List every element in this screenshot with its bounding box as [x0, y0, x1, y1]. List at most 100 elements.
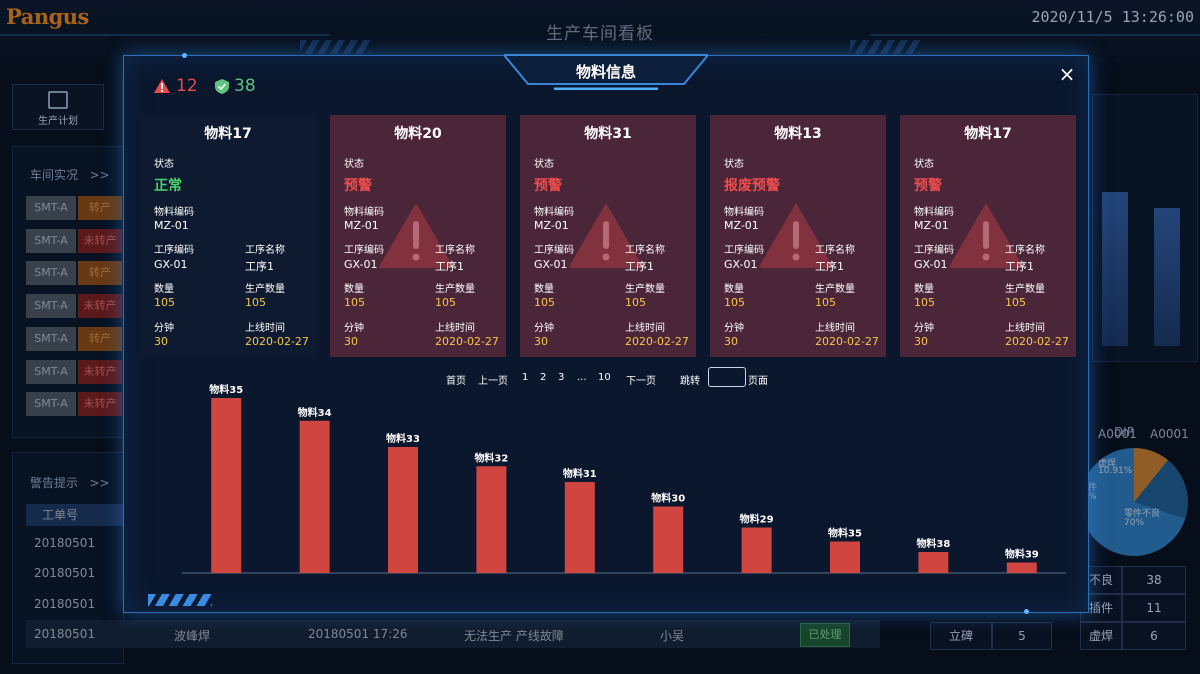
process-name: 工序1 [245, 260, 274, 273]
row-process: 波峰焊 [174, 629, 211, 643]
prev-page-link[interactable]: 上一页 [478, 376, 508, 387]
right-panel: A0001 A0001 [1090, 90, 1200, 670]
alarm-table-row[interactable]: 20180501 波峰焊 20180501 17:26 无法生产 产线故障 小吴… [26, 620, 880, 648]
line-status-row[interactable]: SMT-A 未转产 [26, 294, 122, 319]
process-name-label: 工序名称 [815, 245, 855, 256]
jump-page-input[interactable] [708, 367, 746, 387]
material-card[interactable]: 物料17 状态 预警 物料编码 MZ-01 工序编码 GX-01 工序名称 工序1 数量 105 生产… [900, 115, 1076, 357]
workshop-title[interactable]: 车间实况 >> [30, 168, 110, 182]
page-link[interactable]: 2 [540, 372, 547, 383]
minutes: 30 [534, 335, 548, 348]
chart-bar[interactable] [918, 552, 949, 573]
first-page-link[interactable]: 首页 [446, 376, 466, 387]
alarm-title[interactable]: 警告提示 >> [30, 476, 110, 490]
chart-bar[interactable] [830, 541, 860, 574]
chart-bar[interactable] [653, 506, 684, 574]
material-code: MZ-01 [914, 219, 949, 232]
chart-bar[interactable] [741, 527, 772, 574]
material-card[interactable]: 物料31 状态 预警 物料编码 MZ-01 工序编码 GX-01 工序名称 工序1 数量 105 生产… [520, 115, 696, 357]
material-status: 预警 [914, 178, 942, 194]
chart-bar[interactable] [211, 398, 242, 573]
production-plan-button[interactable]: 生产计划 [12, 84, 104, 130]
chart-bar[interactable] [1006, 562, 1037, 574]
production-qty: 105 [245, 296, 266, 309]
material-name: 物料20 [394, 126, 442, 142]
right-chart-tick: A0001 [1150, 427, 1189, 441]
close-button[interactable]: × [1058, 62, 1076, 86]
next-page-link[interactable]: 下一页 [626, 376, 656, 387]
material-code: MZ-01 [534, 219, 569, 232]
line-status: 未转产 [78, 294, 122, 319]
quantity-label: 数量 [724, 284, 744, 295]
material-bar-chart: 物料35 物料34 物料33 物料32 物料31 物料30 物料29 物料35 物料38 物料39 [182, 383, 1066, 574]
minutes-label: 分钟 [914, 323, 934, 334]
material-card[interactable]: 物料13 状态 报废预警 物料编码 MZ-01 工序编码 GX-01 工序名称 工序1 数量 105… [710, 115, 886, 357]
process-name-label: 工序名称 [435, 245, 475, 256]
warning-icon [949, 203, 1023, 268]
process-code-label: 工序编码 [344, 245, 384, 256]
line-status: 未转产 [78, 392, 122, 417]
dip-pie-chart [1080, 448, 1188, 556]
page-suffix-label: 页面 [748, 376, 768, 387]
online-time: 2020-02-27 [1005, 335, 1069, 348]
warning-count-value: 12 [176, 76, 198, 96]
material-status: 正常 [154, 178, 182, 194]
row-person: 小吴 [660, 629, 685, 643]
line-status-row[interactable]: SMT-A 未转产 [26, 392, 122, 417]
defect-value: 11 [1122, 594, 1186, 622]
material-name: 物料17 [204, 126, 252, 142]
defect-value: 38 [1122, 566, 1186, 594]
status-label: 状态 [534, 159, 554, 170]
pie-label: 10.91% [1098, 466, 1133, 476]
line-status-row[interactable]: SMT-A 转产 [26, 196, 122, 220]
pie-label: 件 [1088, 483, 1098, 493]
chart-bar[interactable] [388, 447, 418, 573]
line-status-row[interactable]: SMT-A 转产 [26, 326, 122, 351]
quantity: 105 [914, 296, 935, 309]
line-status-row[interactable]: SMT-A 未转产 [26, 228, 122, 253]
material-status: 报废预警 [724, 178, 780, 194]
right-chart-tick: A0001 [1098, 427, 1137, 441]
line-status-row[interactable]: SMT-A 未转产 [26, 359, 122, 384]
app-logo: Pangus [6, 4, 89, 29]
pie-label: 70% [1124, 518, 1145, 528]
process-name-label: 工序名称 [245, 245, 285, 256]
process-code-label: 工序编码 [534, 245, 574, 256]
header-divider-right [870, 34, 1200, 36]
line-status-row[interactable]: SMT-A 转产 [26, 261, 122, 286]
process-code-label: 工序编码 [724, 245, 764, 256]
line-name: SMT-A [26, 228, 76, 253]
chart-bar[interactable] [476, 466, 507, 573]
status-label: 状态 [914, 159, 934, 170]
line-name: SMT-A [26, 196, 76, 220]
bar-label: 物料35 [209, 383, 243, 396]
bar-label: 物料34 [298, 406, 332, 419]
bar-label: 物料29 [740, 513, 774, 526]
process-name-label: 工序名称 [625, 245, 665, 256]
material-code-label: 物料编码 [914, 207, 954, 218]
process-code-label: 工序编码 [914, 245, 954, 256]
material-card[interactable]: 物料20 状态 预警 物料编码 MZ-01 工序编码 GX-01 工序名称 工序1 数量 105 生产… [330, 115, 506, 357]
defect-value: 5 [992, 622, 1052, 650]
bar-label: 物料30 [651, 492, 685, 505]
bar-label: 物料33 [386, 432, 420, 445]
process-code: GX-01 [534, 258, 568, 271]
line-name: SMT-A [26, 261, 76, 286]
online-time-label: 上线时间 [1005, 323, 1045, 334]
chart-bar[interactable] [299, 420, 330, 573]
page-link[interactable]: 10 [598, 372, 611, 383]
material-code-label: 物料编码 [344, 207, 384, 218]
online-time-label: 上线时间 [625, 323, 665, 334]
quantity-label: 数量 [154, 284, 174, 295]
online-time: 2020-02-27 [435, 335, 499, 348]
chart-bar[interactable] [564, 482, 595, 573]
online-time-label: 上线时间 [245, 323, 285, 334]
row-time: 20180501 17:26 [308, 627, 408, 641]
line-name: SMT-A [26, 359, 76, 384]
datetime: 2020/11/5 13:26:00 [1031, 8, 1194, 26]
dip-title: DIP [1114, 425, 1135, 439]
material-card[interactable]: 物料17 状态 正常 物料编码 MZ-01 工序编码 GX-01 工序名称 工序1 数量 105 生产… [140, 115, 316, 357]
header-stripes-left [300, 40, 370, 54]
page-link[interactable]: 3 [558, 372, 565, 383]
page-link[interactable]: 1 [522, 372, 529, 383]
